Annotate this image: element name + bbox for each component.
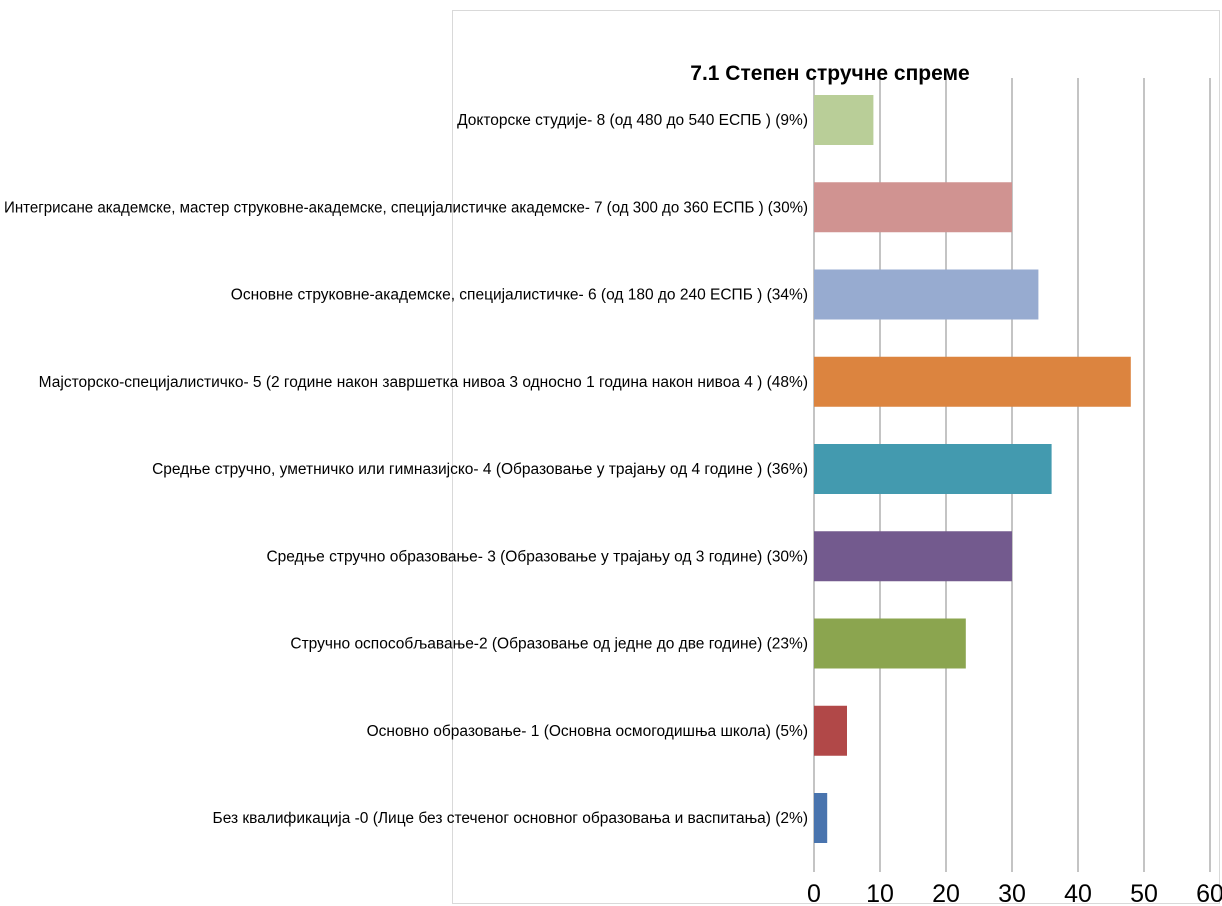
x-tick-label: 10: [866, 880, 894, 906]
bar: [814, 182, 1012, 233]
x-tick-label: 0: [807, 880, 821, 906]
category-label: Средње стручно образовање- 3 (Образовање…: [266, 548, 808, 565]
category-label: Интегрисане академске, мастер струковне-…: [4, 199, 808, 216]
x-tick-label: 40: [1064, 880, 1092, 906]
bar: [814, 793, 828, 843]
chart-frame: [452, 10, 1220, 904]
category-label: Мајсторско-специјалистичко- 5 (2 године …: [39, 374, 808, 391]
x-tick-label: 50: [1130, 880, 1158, 906]
bar: [814, 705, 847, 756]
bar: [814, 444, 1052, 494]
category-labels: Докторске студије- 8 (од 480 до 540 ЕСПБ…: [4, 112, 808, 827]
bar: [814, 356, 1131, 407]
category-label: Средње стручно, уметничко или гимназијск…: [152, 461, 808, 478]
x-tick-label: 30: [998, 880, 1026, 906]
category-label: Основне струковне-академске, специјалист…: [231, 287, 808, 304]
bar: [814, 531, 1012, 582]
bars: [814, 95, 1131, 843]
x-tick-label: 60: [1196, 880, 1222, 906]
category-label: Без квалификација -0 (Лице без стеченог …: [213, 810, 808, 827]
x-axis-ticks: 0 10 20 30 40 50 60: [807, 880, 1222, 906]
bar: [814, 95, 874, 145]
chart-title: 7.1 Степен стручне спреме: [690, 62, 969, 85]
category-label: Стручно оспособљавање-2 (Образовање од ј…: [290, 636, 808, 653]
category-label: Основно образовање- 1 (Основна осмогодиш…: [367, 723, 808, 740]
bar: [814, 618, 966, 669]
category-label: Докторске студије- 8 (од 480 до 540 ЕСПБ…: [457, 112, 808, 129]
x-tick-label: 20: [932, 880, 960, 906]
bar: [814, 269, 1039, 320]
